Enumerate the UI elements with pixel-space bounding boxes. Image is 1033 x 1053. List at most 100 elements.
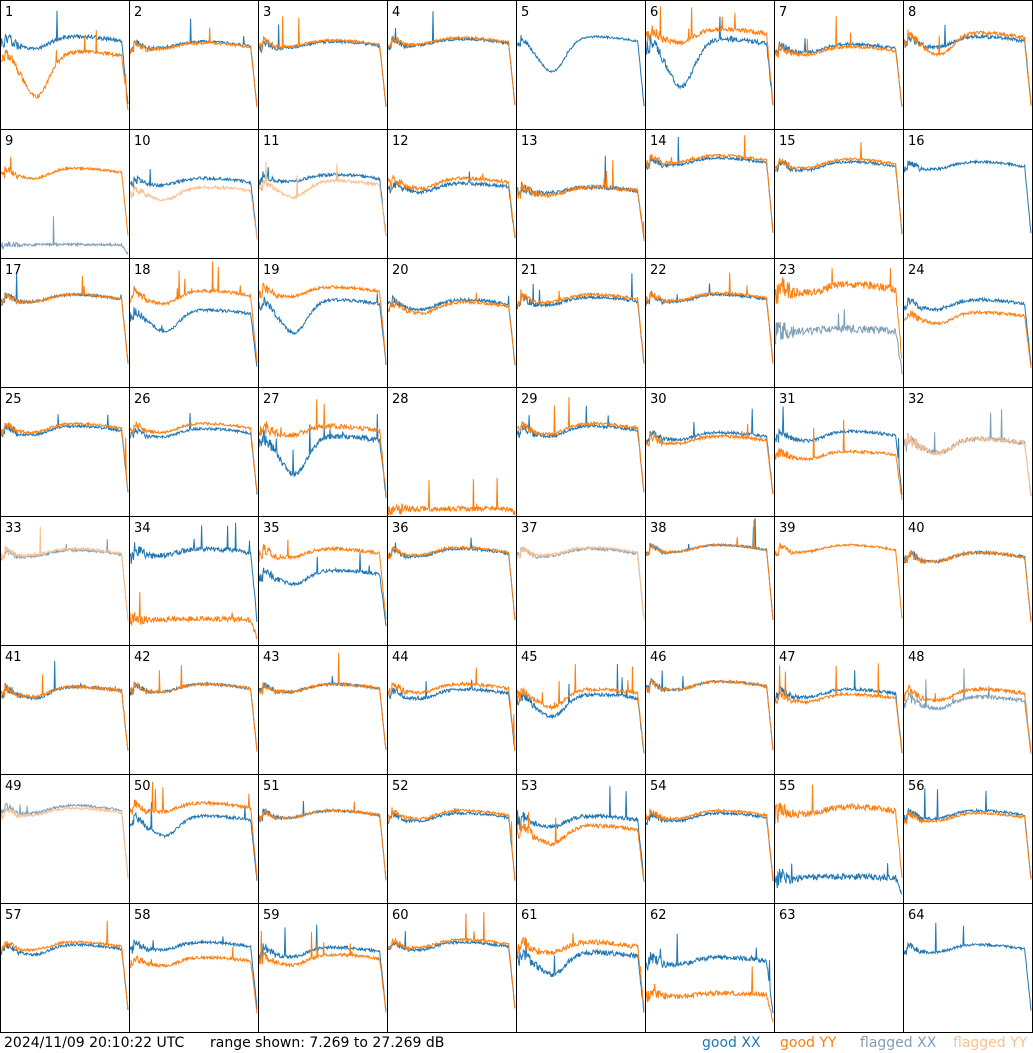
panel-26: 26 <box>129 387 259 517</box>
series-yy-panel-31 <box>774 419 903 500</box>
series-xx-panel-34 <box>129 522 258 622</box>
series-xx-panel-42 <box>129 681 258 750</box>
panel-label-59: 59 <box>263 908 280 923</box>
series-yy-panel-7 <box>774 15 903 107</box>
panel-label-63: 63 <box>779 908 796 923</box>
series-xx-panel-21 <box>516 273 645 364</box>
series-yy-panel-46 <box>645 678 774 751</box>
series-yy-panel-50 <box>129 781 258 878</box>
panel-frame-2 <box>129 0 259 130</box>
series-yy-panel-42 <box>129 665 258 752</box>
panel-34: 34 <box>129 516 259 646</box>
series-yy-panel-53 <box>516 812 645 882</box>
panel-label-14: 14 <box>650 134 667 149</box>
series-yy-panel-41 <box>0 674 129 751</box>
panel-59: 59 <box>258 903 388 1033</box>
series-yy-panel-19 <box>258 282 387 362</box>
panel-32: 32 <box>903 387 1033 517</box>
series-xx-panel-23 <box>774 309 903 375</box>
series-yy-panel-13 <box>516 159 645 242</box>
series-xx-panel-41 <box>0 660 129 751</box>
series-xx-panel-4 <box>387 11 516 106</box>
series-yy-panel-3 <box>258 16 387 106</box>
series-xx-panel-6 <box>645 16 774 106</box>
panel-label-62: 62 <box>650 908 667 923</box>
series-yy-panel-4 <box>387 35 516 105</box>
series-yy-panel-60 <box>387 911 516 1009</box>
panel-44: 44 <box>387 645 517 775</box>
series-xx-panel-8 <box>903 24 1032 106</box>
panel-36: 36 <box>387 516 517 646</box>
series-yy-panel-18 <box>130 261 258 363</box>
panel-frame-3 <box>258 0 388 130</box>
series-xx-panel-10 <box>129 169 258 239</box>
panel-13: 13 <box>516 129 646 259</box>
series-yy-panel-48 <box>903 684 1032 752</box>
panel-label-52: 52 <box>392 779 409 794</box>
series-yy-panel-61 <box>516 933 645 1009</box>
panel-57: 57 <box>0 903 130 1033</box>
series-xx-panel-57 <box>0 942 129 1011</box>
series-xx-panel-61 <box>516 938 645 1013</box>
series-xx-panel-27 <box>258 413 387 498</box>
panel-frame-1 <box>0 0 130 130</box>
panel-label-53: 53 <box>521 779 538 794</box>
series-yy-panel-2 <box>129 27 258 108</box>
legend-good-yy: good YY <box>780 1035 837 1051</box>
panel-label-21: 21 <box>521 263 538 278</box>
panel-label-26: 26 <box>134 392 151 407</box>
panel-51: 51 <box>258 774 388 904</box>
panel-label-13: 13 <box>521 134 538 149</box>
panel-label-48: 48 <box>908 650 925 665</box>
series-yy-panel-54 <box>645 807 774 879</box>
panel-58: 58 <box>129 903 259 1033</box>
legend-flagged-xx: flagged XX <box>860 1035 937 1051</box>
panel-label-6: 6 <box>650 5 658 20</box>
panel-label-18: 18 <box>134 263 151 278</box>
panel-label-56: 56 <box>908 779 925 794</box>
panel-12: 12 <box>387 129 517 259</box>
panel-55: 55 <box>774 774 904 904</box>
panel-25: 25 <box>0 387 130 517</box>
panel-label-37: 37 <box>521 521 538 536</box>
series-xx-panel-58 <box>129 936 258 1009</box>
series-xx-panel-51 <box>258 800 387 880</box>
panel-29: 29 <box>516 387 646 517</box>
panel-17: 17 <box>0 258 130 388</box>
panel-label-39: 39 <box>779 521 796 536</box>
panel-2: 2 <box>129 0 259 130</box>
panel-47: 47 <box>774 645 904 775</box>
series-xx-panel-16 <box>903 159 1032 234</box>
panel-label-43: 43 <box>263 650 280 665</box>
series-xx-panel-59 <box>258 924 387 1011</box>
series-yy-panel-14 <box>645 135 774 232</box>
series-yy-panel-38 <box>645 519 774 620</box>
panel-42: 42 <box>129 645 259 775</box>
series-xx-panel-64 <box>903 922 1032 1011</box>
panel-43: 43 <box>258 645 388 775</box>
panel-label-50: 50 <box>134 779 151 794</box>
panel-10: 10 <box>129 129 259 259</box>
panel-4: 4 <box>387 0 517 130</box>
panel-23: 23 <box>774 258 904 388</box>
panel-21: 21 <box>516 258 646 388</box>
panel-label-20: 20 <box>392 263 409 278</box>
series-yy-panel-30 <box>645 423 774 495</box>
panel-11: 11 <box>258 129 388 259</box>
series-xx-panel-9 <box>0 216 129 255</box>
panel-24: 24 <box>903 258 1033 388</box>
panel-frame-5 <box>516 0 646 130</box>
footer-bar: 2024/11/09 20:10:22 UTC range shown: 7.2… <box>0 1033 1033 1053</box>
panel-33: 33 <box>0 516 130 646</box>
panel-frame-9 <box>0 129 130 259</box>
panel-38: 38 <box>645 516 775 646</box>
series-xx-panel-7 <box>774 37 903 107</box>
series-yy-panel-22 <box>645 272 774 364</box>
series-xx-panel-31 <box>774 406 903 495</box>
panel-6: 6 <box>645 0 775 130</box>
panel-16: 16 <box>903 129 1033 259</box>
series-xx-panel-56 <box>903 788 1032 878</box>
panel-label-9: 9 <box>5 134 13 149</box>
panel-label-64: 64 <box>908 908 925 923</box>
